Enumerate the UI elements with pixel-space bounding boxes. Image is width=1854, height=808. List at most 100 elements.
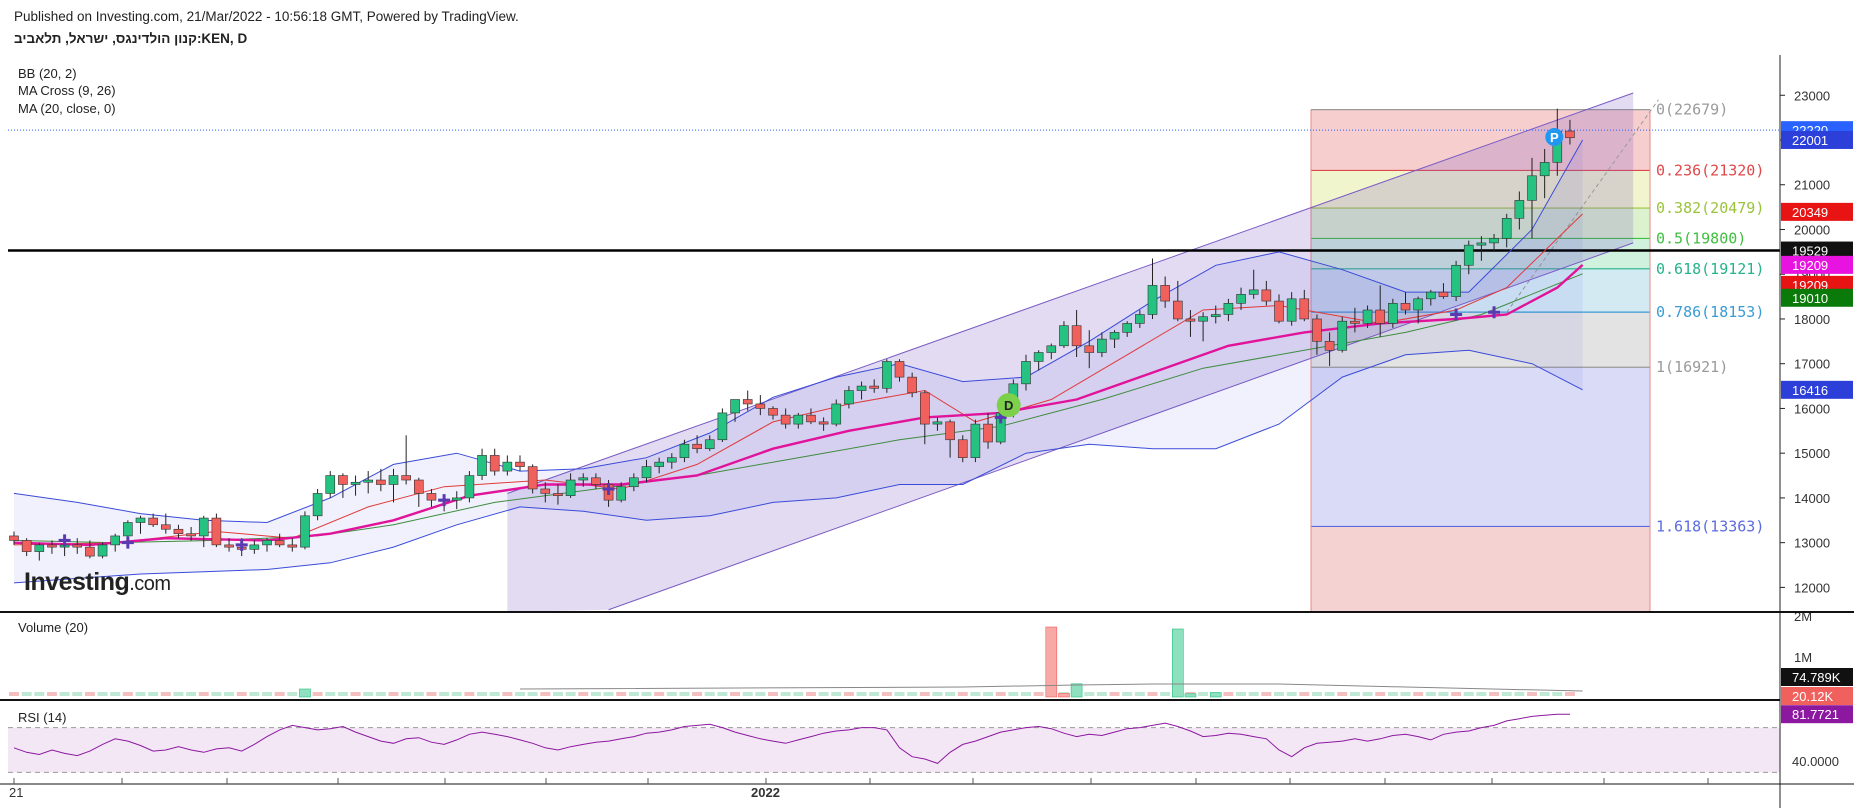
candle-body bbox=[1476, 242, 1487, 246]
rsi-pane bbox=[8, 713, 1780, 773]
candle-body bbox=[123, 522, 133, 537]
price-axis[interactable]: 1200013000140001500016000170001800019000… bbox=[1779, 55, 1853, 808]
volume-bar bbox=[122, 692, 133, 696]
candle-body bbox=[451, 497, 462, 501]
channel-upper-line[interactable] bbox=[507, 92, 1634, 494]
candle-body bbox=[211, 517, 222, 546]
marker-d-badge[interactable] bbox=[996, 393, 1021, 418]
marker-p-badge[interactable] bbox=[1545, 128, 1564, 147]
channel-lower-line[interactable] bbox=[608, 242, 1634, 611]
chart-markers[interactable]: DP bbox=[996, 128, 1564, 418]
volume-value-tag[interactable] bbox=[1781, 687, 1853, 705]
volume-bar bbox=[1109, 692, 1120, 696]
price-label-tag[interactable] bbox=[1781, 202, 1853, 221]
fib-zone bbox=[1311, 208, 1650, 239]
volume-bar bbox=[186, 692, 197, 696]
fibonacci-retracement[interactable]: 0(22679) 0.236(21320) 0.382(20479) 0.5(1980… bbox=[1310, 101, 1764, 612]
price-tick-label: 23000 bbox=[1794, 88, 1830, 103]
candle-body bbox=[768, 408, 778, 416]
fib-level-label: 1(16921) bbox=[1656, 358, 1728, 376]
volume-value-tag[interactable] bbox=[1781, 668, 1853, 686]
cross-marker bbox=[1450, 308, 1463, 321]
volume-pane bbox=[9, 626, 1583, 698]
volume-bar bbox=[97, 692, 108, 696]
cross-marker bbox=[235, 538, 248, 551]
volume-bar bbox=[46, 692, 57, 696]
candle-body bbox=[1286, 298, 1297, 322]
price-tick-label: 21000 bbox=[1794, 178, 1830, 193]
indicator-bb-label[interactable]: BB (20, 2) bbox=[18, 66, 77, 81]
price-label-tag[interactable] bbox=[1781, 255, 1853, 274]
volume-bar bbox=[464, 692, 475, 696]
volume-bar bbox=[1008, 692, 1019, 696]
candle-body bbox=[1375, 309, 1385, 324]
volume-bar bbox=[1527, 692, 1537, 696]
candle-body bbox=[401, 475, 411, 481]
volume-bar bbox=[628, 692, 639, 696]
volume-bar bbox=[1463, 692, 1474, 696]
candle-body bbox=[72, 544, 83, 548]
price-label-tag[interactable] bbox=[1781, 241, 1853, 260]
volume-pane-label[interactable]: Volume (20) bbox=[18, 620, 89, 635]
candle-body bbox=[907, 376, 917, 394]
volume-bar bbox=[1425, 692, 1436, 696]
volume-bar bbox=[198, 692, 209, 696]
price-label-tag[interactable] bbox=[1781, 380, 1853, 399]
price-label-text: 16416 bbox=[1792, 383, 1828, 398]
volume-bar bbox=[565, 692, 576, 696]
volume-bar bbox=[211, 692, 222, 696]
candle-body bbox=[148, 517, 158, 526]
volume-ma-line bbox=[519, 683, 1583, 692]
volume-bar bbox=[552, 692, 563, 696]
candle-body bbox=[502, 461, 513, 472]
volume-bar bbox=[173, 692, 184, 696]
candle-body bbox=[161, 524, 171, 530]
volume-bar bbox=[325, 692, 336, 696]
volume-bar bbox=[1552, 692, 1563, 696]
candle-body bbox=[1426, 291, 1436, 300]
indicator-ma-label[interactable]: MA (20, close, 0) bbox=[18, 101, 116, 116]
volume-spike bbox=[1209, 692, 1222, 698]
indicator-ma-cross-label[interactable]: MA Cross (9, 26) bbox=[18, 83, 116, 98]
price-label-text: 20349 bbox=[1792, 205, 1828, 220]
candle-body bbox=[287, 544, 298, 548]
volume-bar bbox=[692, 692, 703, 696]
fib-zone bbox=[1311, 268, 1650, 313]
candle-body bbox=[1350, 320, 1360, 324]
volume-bar bbox=[21, 692, 32, 696]
bb-upper-line bbox=[13, 139, 1584, 524]
candle-body bbox=[983, 423, 993, 443]
candle-body bbox=[945, 421, 955, 441]
price-label-text: 19529 bbox=[1792, 244, 1828, 259]
volume-bar bbox=[439, 692, 450, 696]
volume-bar bbox=[679, 692, 690, 696]
fib-level-label: 1.618(13363) bbox=[1656, 517, 1764, 535]
candle-body bbox=[1324, 341, 1335, 351]
volume-bar bbox=[907, 692, 918, 696]
volume-bar bbox=[1248, 692, 1259, 696]
published-caption: Published on Investing.com, 21/Mar/2022 … bbox=[14, 9, 519, 24]
candle-body bbox=[376, 479, 386, 485]
candle-body bbox=[1236, 294, 1246, 304]
price-label-tag[interactable] bbox=[1781, 288, 1853, 307]
volume-bar bbox=[224, 692, 235, 696]
volume-bar bbox=[843, 692, 854, 696]
candle-body bbox=[1185, 318, 1196, 322]
cross-marker bbox=[438, 494, 451, 507]
candle-body bbox=[1413, 298, 1423, 311]
candle-body bbox=[1400, 303, 1411, 311]
rsi-value-tag[interactable] bbox=[1781, 705, 1853, 724]
fib-zone bbox=[1311, 109, 1650, 171]
candle-body bbox=[1160, 285, 1170, 302]
volume-bar bbox=[945, 692, 956, 696]
price-tick-label: 16000 bbox=[1794, 401, 1830, 416]
volume-bar bbox=[717, 692, 728, 696]
candle-body bbox=[1147, 285, 1158, 315]
price-label-tag[interactable] bbox=[1781, 130, 1853, 149]
candle-body bbox=[578, 477, 589, 481]
logo-main: Investing bbox=[24, 568, 130, 596]
rsi-pane-label[interactable]: RSI (14) bbox=[18, 710, 67, 725]
trend-dashed-line[interactable] bbox=[1506, 99, 1659, 313]
volume-spike bbox=[1045, 626, 1058, 698]
